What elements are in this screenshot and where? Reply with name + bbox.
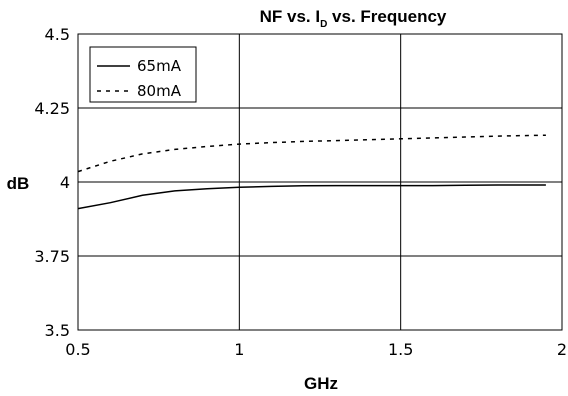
x-axis-label: GHz (304, 374, 338, 393)
x-tick-label: 1 (234, 340, 244, 359)
y-axis-label: dB (7, 174, 30, 193)
y-tick-label: 4 (60, 173, 70, 192)
tick-labels: 0.5 1 1.5 2 3.5 3.75 4 4.25 4.5 (34, 25, 567, 359)
x-tick-label: 1.5 (388, 340, 413, 359)
legend-label-80ma: 80mA (137, 82, 182, 100)
series-line-65ma (77, 184, 546, 210)
chart-title-subscript: D (320, 19, 327, 30)
y-tick-label: 4.5 (45, 25, 70, 44)
chart-title-prefix: NF vs. I (260, 7, 320, 26)
series-line-80ma (77, 134, 546, 173)
x-tick-label: 0.5 (65, 340, 90, 359)
series-layer (77, 134, 546, 210)
legend: 65mA 80mA (89, 46, 197, 103)
grid (78, 34, 562, 330)
y-tick-label: 4.25 (34, 99, 70, 118)
y-tick-label: 3.5 (45, 321, 70, 340)
chart-title: NF vs. ID vs. Frequency (260, 7, 447, 30)
y-tick-label: 3.75 (34, 247, 70, 266)
chart-title-suffix: vs. Frequency (327, 7, 447, 26)
legend-label-65ma: 65mA (137, 57, 182, 75)
legend-box (89, 46, 197, 103)
plot-frame (77, 33, 563, 331)
x-tick-label: 2 (557, 340, 567, 359)
